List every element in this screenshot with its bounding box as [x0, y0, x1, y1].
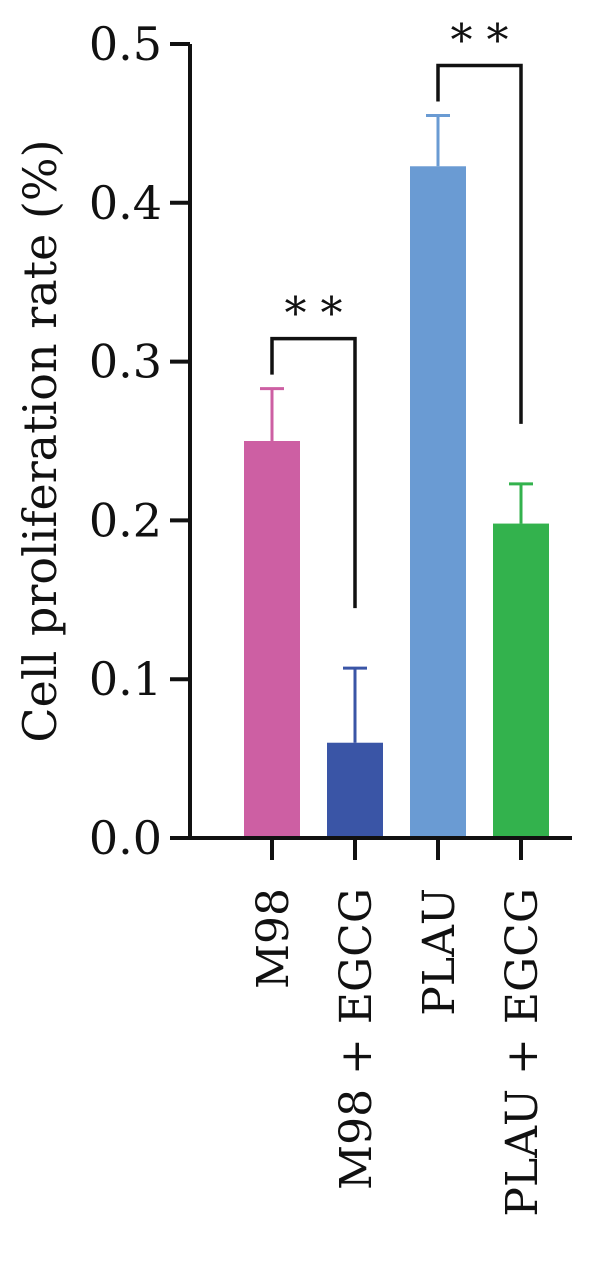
y-tick-label-1: 0.1 — [89, 652, 162, 706]
y-tick-label-0: 0.0 — [89, 811, 162, 865]
y-axis-title: Cell proliferation rate (%) — [13, 139, 67, 742]
bar-1 — [244, 441, 300, 838]
y-tick-label-3: 0.3 — [89, 335, 162, 389]
x-tick-label-4: PLAU + EGCG — [497, 888, 548, 1217]
significance-bracket-2 — [436, 63, 523, 424]
significance-label-1: * * — [285, 289, 343, 340]
y-tick-label-4: 0.4 — [89, 176, 162, 230]
bar-2 — [327, 742, 383, 838]
y-tick-label-5: 0.5 — [89, 17, 162, 71]
y-tick-label-2: 0.2 — [89, 493, 162, 547]
plot-area: 0.0 0.1 0.2 0.3 0.4 0.5 M98 M98 + EGCG PLAU PLAU … — [89, 15, 572, 1217]
significance-bracket-1 — [270, 336, 357, 609]
x-tick-label-2: M98 + EGCG — [331, 888, 382, 1190]
significance-label-2: * * — [451, 15, 509, 66]
x-tick-label-1: M98 — [248, 888, 299, 989]
bar-4 — [493, 523, 549, 838]
bar-3 — [410, 166, 466, 838]
x-tick-label-3: PLAU — [414, 888, 465, 1016]
